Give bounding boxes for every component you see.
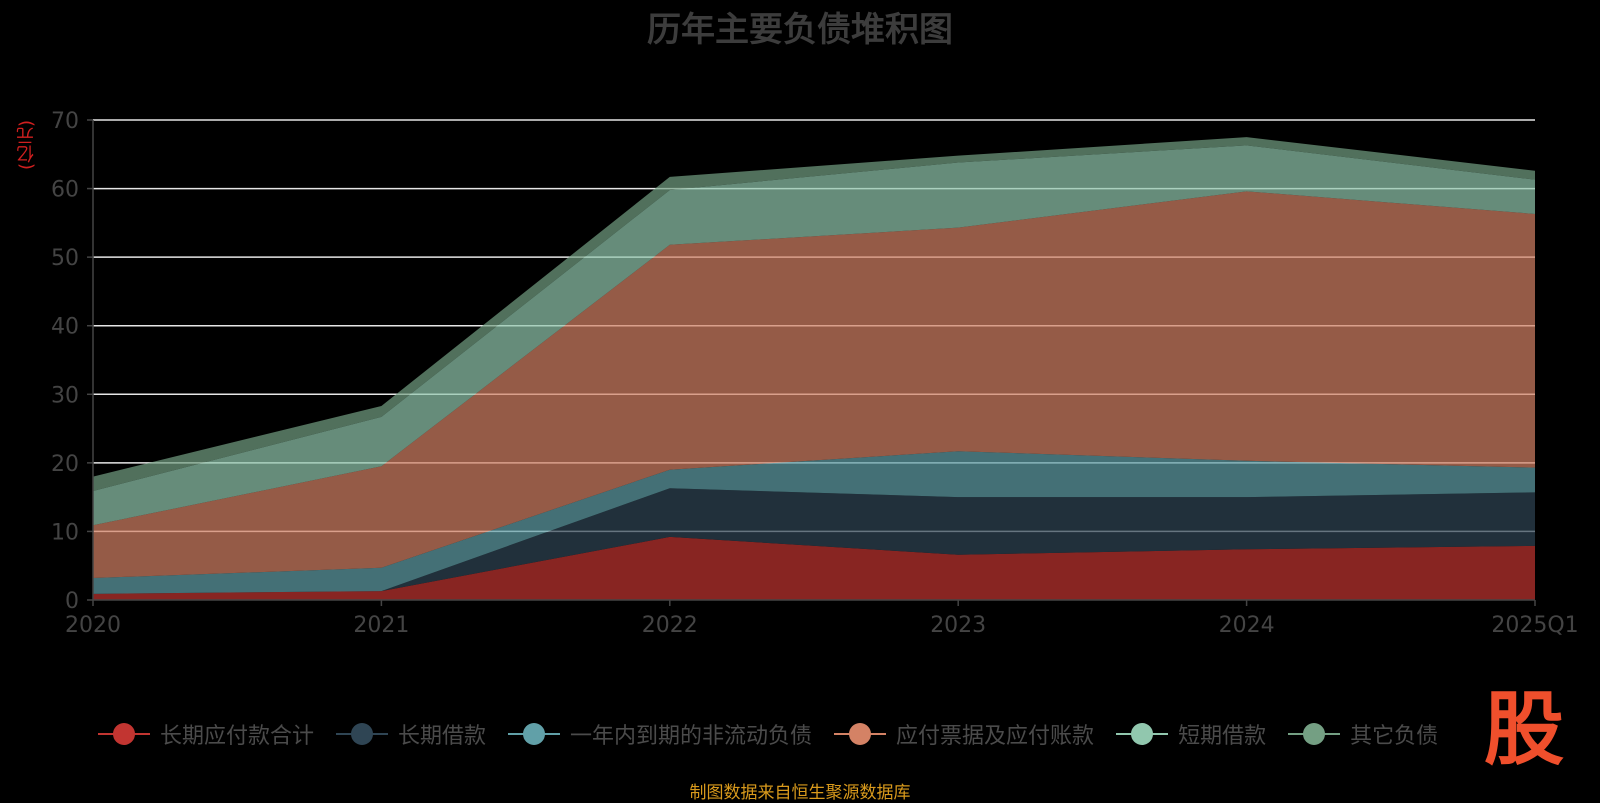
y-tick-label: 0 [65, 589, 79, 614]
watermark-logo: 股 [1484, 683, 1564, 776]
legend-label: 其它负债 [1350, 724, 1439, 749]
legend-item[interactable]: 长期应付款合计 [98, 718, 314, 750]
legend-marker-icon [1288, 722, 1341, 746]
area-series-layer [93, 137, 1535, 600]
x-tick-label: 2024 [1219, 613, 1275, 638]
y-tick-label: 40 [51, 315, 79, 340]
legend: 长期应付款合计 长期借款 一年内到期的非流动负债 应付票据及应付账款 短期借款 其它负债 [98, 716, 1460, 752]
x-tick-label: 2025Q1 [1491, 613, 1578, 638]
legend-marker-icon [834, 722, 887, 746]
legend-item[interactable]: 长期借款 [336, 718, 486, 750]
area-series [93, 488, 1535, 594]
x-tick-label: 2023 [930, 613, 986, 638]
legend-item[interactable]: 应付票据及应付账款 [834, 718, 1094, 750]
legend-label: 长期借款 [398, 724, 487, 749]
legend-item[interactable]: 短期借款 [1116, 718, 1266, 750]
legend-label: 长期应付款合计 [160, 724, 315, 749]
y-tick-label: 70 [51, 109, 79, 134]
area-series [93, 145, 1535, 526]
legend-marker-icon [1116, 722, 1169, 746]
legend-item[interactable]: 一年内到期的非流动负债 [508, 718, 812, 750]
y-tick-label: 20 [51, 452, 79, 477]
area-series [93, 191, 1535, 579]
y-tick-label: 50 [51, 246, 79, 271]
legend-label: 应付票据及应付账款 [896, 724, 1095, 749]
legend-item[interactable]: 其它负债 [1288, 718, 1438, 750]
x-tick-label: 2022 [642, 613, 698, 638]
area-series [93, 536, 1535, 600]
source-note: 制图数据来自恒生聚源数据库 [689, 783, 911, 803]
y-tick-label: 10 [51, 520, 79, 545]
axes: 0 10 20 30 40 50 60 70 2020 2021 2022 2023 2024 2025Q… [51, 109, 1579, 638]
legend-marker-icon [508, 722, 561, 746]
area-series [93, 451, 1535, 594]
y-tick-label: 30 [51, 383, 79, 408]
y-tick-label: 60 [51, 178, 79, 203]
x-tick-label: 2021 [353, 613, 409, 638]
x-tick-label: 2020 [65, 613, 121, 638]
chart-title: 历年主要负债堆积图 [647, 10, 953, 50]
legend-label: 短期借款 [1178, 724, 1267, 749]
legend-marker-icon [98, 722, 150, 746]
legend-label: 一年内到期的非流动负债 [570, 724, 813, 749]
legend-marker-icon [336, 722, 389, 746]
